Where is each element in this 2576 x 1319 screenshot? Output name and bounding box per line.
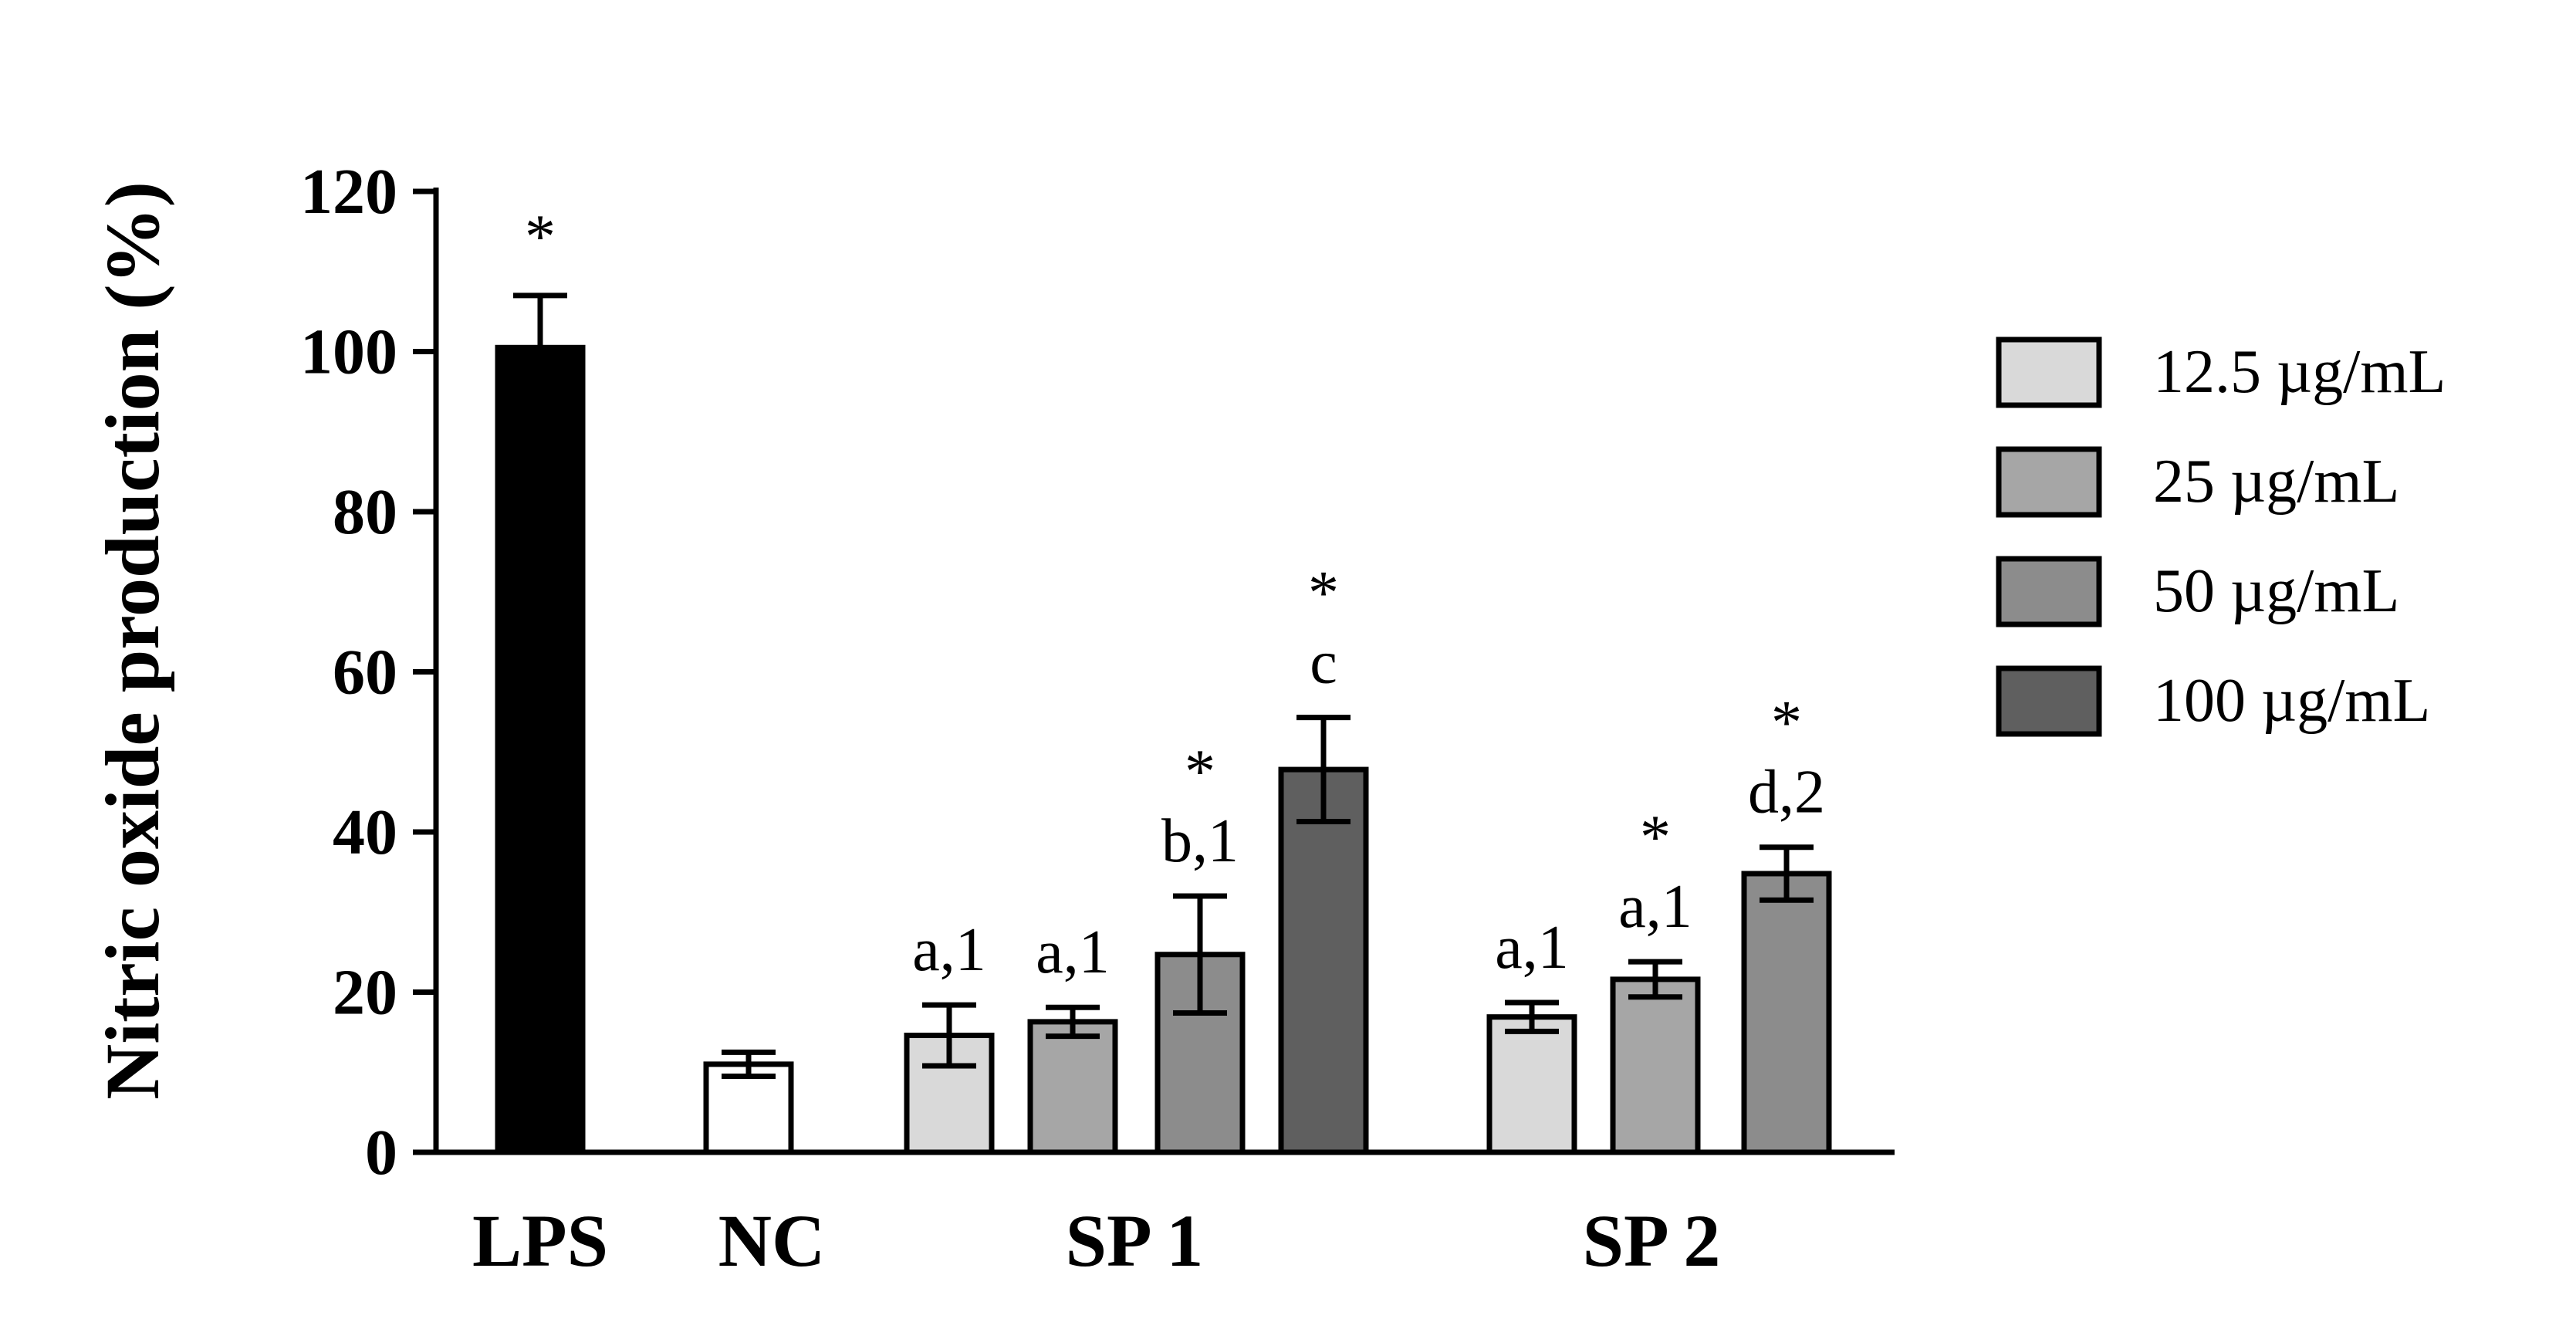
legend-label: 100 µg/mL <box>2153 667 2430 735</box>
x-category-label: LPS <box>472 1199 608 1282</box>
y-axis-title: Nitric oxide production (%) <box>90 181 175 1100</box>
y-tick-label: 60 <box>333 637 397 709</box>
significance-star: * <box>525 203 556 271</box>
y-tick-label: 40 <box>333 796 397 868</box>
legend-label: 25 µg/mL <box>2153 448 2399 516</box>
significance-label: c <box>1310 629 1337 697</box>
significance-star: * <box>1640 803 1671 871</box>
x-category-label: SP 1 <box>1066 1199 1204 1282</box>
significance-star: * <box>1308 560 1339 627</box>
legend-swatch <box>1996 337 2102 408</box>
y-tick-label: 20 <box>333 957 397 1029</box>
legend-label: 50 µg/mL <box>2153 557 2399 625</box>
y-tick-label: 0 <box>365 1117 397 1189</box>
legend-swatch <box>1996 556 2102 627</box>
y-tick-label: 120 <box>300 156 397 228</box>
significance-star: * <box>1771 689 1802 757</box>
significance-label: b,1 <box>1161 807 1239 875</box>
significance-label: a,1 <box>912 916 986 984</box>
bar <box>1486 1014 1577 1155</box>
legend-swatch <box>1996 665 2102 737</box>
significance-label: d,2 <box>1748 759 1825 827</box>
bar <box>495 344 586 1155</box>
bar <box>1278 766 1369 1155</box>
significance-label: a,1 <box>1495 914 1569 982</box>
y-axis-title-group: Nitric oxide production (%) <box>90 181 175 1100</box>
y-tick-label: 80 <box>333 476 397 548</box>
legend-label: 12.5 µg/mL <box>2153 338 2446 406</box>
legend: 12.5 µg/mL 25 µg/mL 50 µg/mL 100 µg/mL <box>1996 337 2446 737</box>
significance-star: * <box>1185 738 1215 806</box>
legend-swatch <box>1996 446 2102 518</box>
bar <box>1741 871 1832 1155</box>
x-category-label: SP 2 <box>1583 1199 1721 1282</box>
significance-label: a,1 <box>1618 873 1692 941</box>
significance-label: a,1 <box>1036 918 1110 986</box>
bars: *a,1 a,1b,1*c*a,1a,1*d,2* <box>495 203 1832 1155</box>
bar <box>1027 1019 1118 1155</box>
y-tick-label: 100 <box>300 316 397 388</box>
bar <box>1610 976 1701 1155</box>
axes: 0 20 40 60 80 100 120 LPS NC SP 1 SP 2 <box>300 156 1895 1282</box>
x-category-label: NC <box>718 1199 826 1282</box>
